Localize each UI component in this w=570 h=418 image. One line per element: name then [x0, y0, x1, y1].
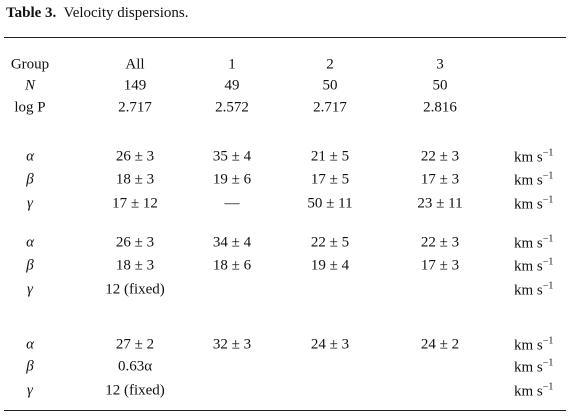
value-cell: 22 ± 5	[310, 234, 350, 251]
header-cell: 149	[123, 77, 147, 94]
unit-base: km s	[514, 172, 543, 189]
bottom-rule	[4, 410, 566, 411]
unit-exponent: −1	[542, 194, 554, 206]
value-cell: 22 ± 3	[420, 234, 460, 251]
header-cell: 2.717	[118, 99, 152, 116]
unit: km s−1	[514, 281, 553, 300]
value-cell: 21 ± 5	[310, 148, 350, 165]
unit: km s−1	[514, 171, 553, 190]
row-label: α	[26, 148, 34, 165]
unit: km s−1	[514, 234, 553, 253]
unit-base: km s	[514, 258, 543, 275]
header-cell: Group	[10, 56, 50, 73]
header-cell: All	[125, 56, 145, 73]
row-label: γ	[27, 195, 33, 212]
header-cell: log P	[14, 99, 46, 116]
value-cell: 34 ± 4	[212, 234, 252, 251]
value-cell: 18 ± 3	[115, 171, 155, 188]
unit-base: km s	[514, 235, 543, 252]
row-label: β	[26, 358, 34, 375]
value-cell: 19 ± 6	[212, 171, 252, 188]
unit: km s−1	[514, 195, 553, 214]
value-cell: —	[224, 195, 240, 212]
top-rule	[4, 37, 566, 38]
unit-base: km s	[514, 337, 543, 354]
value-cell: 17 ± 3	[420, 171, 460, 188]
header-cell: N	[24, 77, 36, 94]
row-label: β	[26, 171, 34, 188]
unit-base: km s	[514, 359, 543, 376]
value-cell: 12 (fixed)	[105, 382, 165, 399]
header-cell: 3	[436, 56, 444, 73]
row-label: α	[26, 234, 34, 251]
unit-exponent: −1	[542, 357, 554, 369]
unit-base: km s	[514, 383, 543, 400]
header-cell: 2.717	[313, 99, 347, 116]
unit: km s−1	[514, 148, 553, 167]
value-cell: 0.63α	[117, 358, 153, 375]
caption-label: Table 3.	[6, 5, 57, 21]
value-cell: 50 ± 11	[307, 195, 353, 212]
value-cell: 12 (fixed)	[105, 281, 165, 298]
header-cell: 49	[224, 77, 240, 94]
unit-exponent: −1	[542, 335, 554, 347]
value-cell: 32 ± 3	[212, 336, 252, 353]
header-cell: 50	[432, 77, 448, 94]
row-label: γ	[27, 382, 33, 399]
header-cell: 50	[322, 77, 338, 94]
unit-exponent: −1	[542, 280, 554, 292]
unit: km s−1	[514, 382, 553, 401]
caption: Table 3. Velocity dispersions.	[6, 5, 189, 22]
header-cell: 2.572	[215, 99, 249, 116]
unit-exponent: −1	[542, 233, 554, 245]
unit: km s−1	[514, 336, 553, 355]
row-label: γ	[27, 281, 33, 298]
unit-exponent: −1	[542, 147, 554, 159]
value-cell: 23 ± 11	[417, 195, 463, 212]
value-cell: 17 ± 12	[112, 195, 158, 212]
unit-base: km s	[514, 149, 543, 166]
unit-base: km s	[514, 282, 543, 299]
unit-exponent: −1	[542, 381, 554, 393]
value-cell: 26 ± 3	[115, 234, 155, 251]
header-cell: 2.816	[423, 99, 457, 116]
value-cell: 19 ± 4	[310, 257, 350, 274]
value-cell: 18 ± 3	[115, 257, 155, 274]
value-cell: 27 ± 2	[115, 336, 155, 353]
header-cell: 2	[326, 56, 334, 73]
value-cell: 22 ± 3	[420, 148, 460, 165]
value-cell: 18 ± 6	[212, 257, 252, 274]
value-cell: 26 ± 3	[115, 148, 155, 165]
unit-exponent: −1	[542, 170, 554, 182]
value-cell: 17 ± 3	[420, 257, 460, 274]
value-cell: 35 ± 4	[212, 148, 252, 165]
unit-base: km s	[514, 196, 543, 213]
unit-exponent: −1	[542, 256, 554, 268]
unit: km s−1	[514, 257, 553, 276]
row-label: β	[26, 257, 34, 274]
value-cell: 17 ± 5	[310, 171, 350, 188]
header-cell: 1	[228, 56, 236, 73]
unit: km s−1	[514, 358, 553, 377]
value-cell: 24 ± 2	[420, 336, 460, 353]
row-label: α	[26, 336, 34, 353]
value-cell: 24 ± 3	[310, 336, 350, 353]
caption-text: Velocity dispersions.	[63, 5, 189, 21]
